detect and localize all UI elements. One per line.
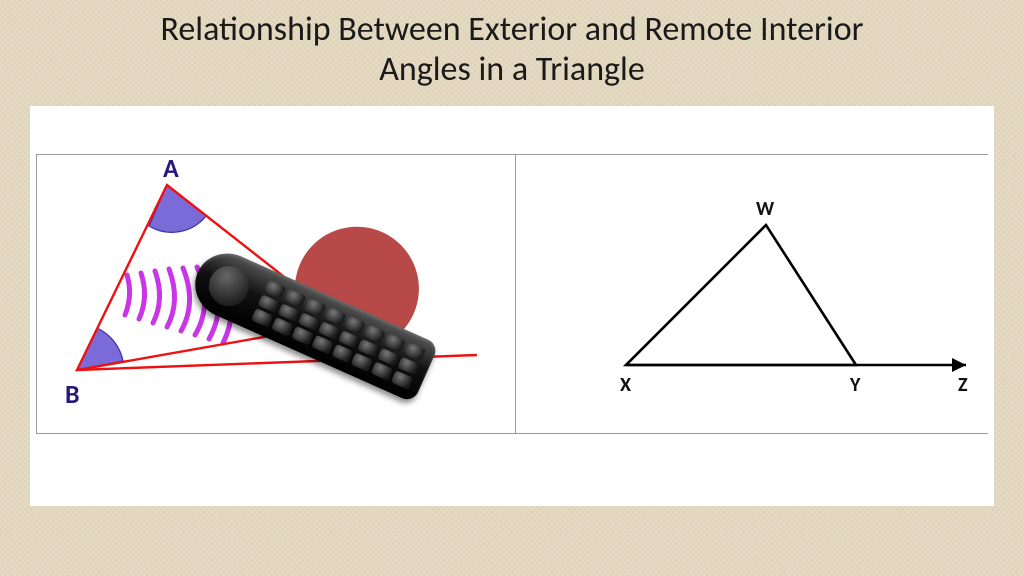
right-diagram-svg: W X Y Z bbox=[516, 155, 994, 433]
title-line-2: Angles in a Triangle bbox=[379, 49, 645, 90]
label-y: Y bbox=[849, 373, 861, 397]
right-panel: W X Y Z bbox=[516, 155, 994, 433]
label-x: X bbox=[620, 373, 631, 397]
arrowhead-z bbox=[952, 358, 966, 372]
triangle-wxy bbox=[626, 225, 856, 365]
panel-row: A B W X Y Z bbox=[36, 154, 988, 434]
content-area: A B W X Y Z bbox=[30, 106, 994, 506]
label-z: Z bbox=[958, 373, 968, 397]
label-a: A bbox=[163, 155, 179, 184]
label-b: B bbox=[65, 378, 80, 410]
label-w: W bbox=[756, 197, 775, 221]
left-panel: A B bbox=[37, 155, 516, 433]
title-line-1: Relationship Between Exterior and Remote… bbox=[161, 9, 864, 50]
page-title: Relationship Between Exterior and Remote… bbox=[0, 0, 1024, 98]
